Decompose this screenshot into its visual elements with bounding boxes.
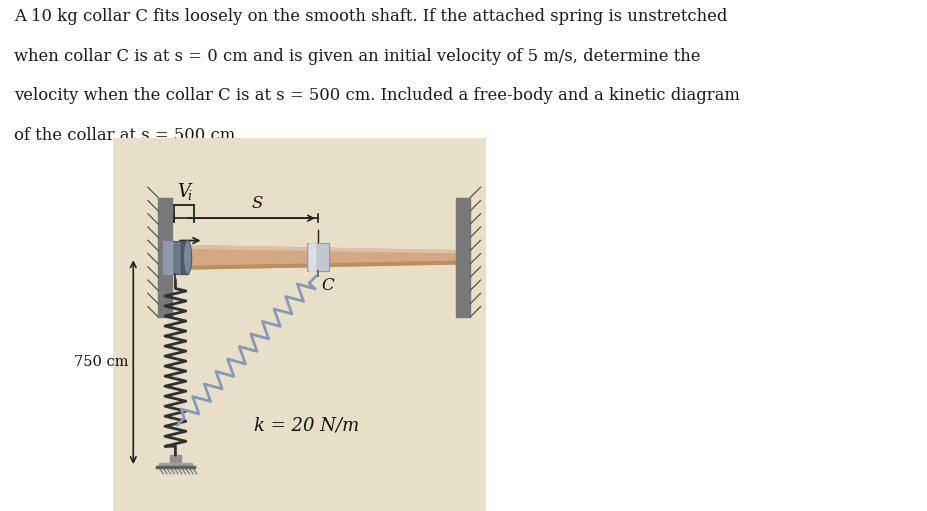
Text: 750 cm: 750 cm bbox=[74, 355, 129, 369]
Text: S: S bbox=[251, 195, 262, 212]
Bar bbox=[159, 198, 172, 317]
Text: A 10 kg collar C fits loosely on the smooth shaft. If the attached spring is uns: A 10 kg collar C fits loosely on the smo… bbox=[14, 8, 727, 25]
Polygon shape bbox=[172, 245, 455, 269]
Text: C: C bbox=[321, 277, 334, 294]
Text: when collar C is at s = 0 cm and is given an initial velocity of 5 m/s, determin: when collar C is at s = 0 cm and is give… bbox=[14, 48, 700, 64]
Ellipse shape bbox=[184, 241, 192, 274]
Text: velocity when the collar C is at s = 500 cm. Included a free-body and a kinetic : velocity when the collar C is at s = 500… bbox=[14, 87, 739, 104]
Bar bbox=[159, 463, 192, 467]
Bar bbox=[163, 241, 187, 274]
Polygon shape bbox=[172, 245, 455, 252]
Bar bbox=[182, 241, 187, 274]
Text: i: i bbox=[187, 190, 191, 203]
Polygon shape bbox=[172, 261, 455, 269]
Bar bbox=[163, 241, 171, 274]
Text: V: V bbox=[177, 183, 190, 201]
Text: k = 20 N/m: k = 20 N/m bbox=[254, 416, 359, 434]
Bar bbox=[309, 243, 315, 271]
Bar bbox=[307, 243, 328, 271]
Bar bbox=[455, 198, 470, 317]
Bar bbox=[170, 455, 181, 463]
Text: of the collar at s = 500 cm: of the collar at s = 500 cm bbox=[14, 127, 235, 144]
